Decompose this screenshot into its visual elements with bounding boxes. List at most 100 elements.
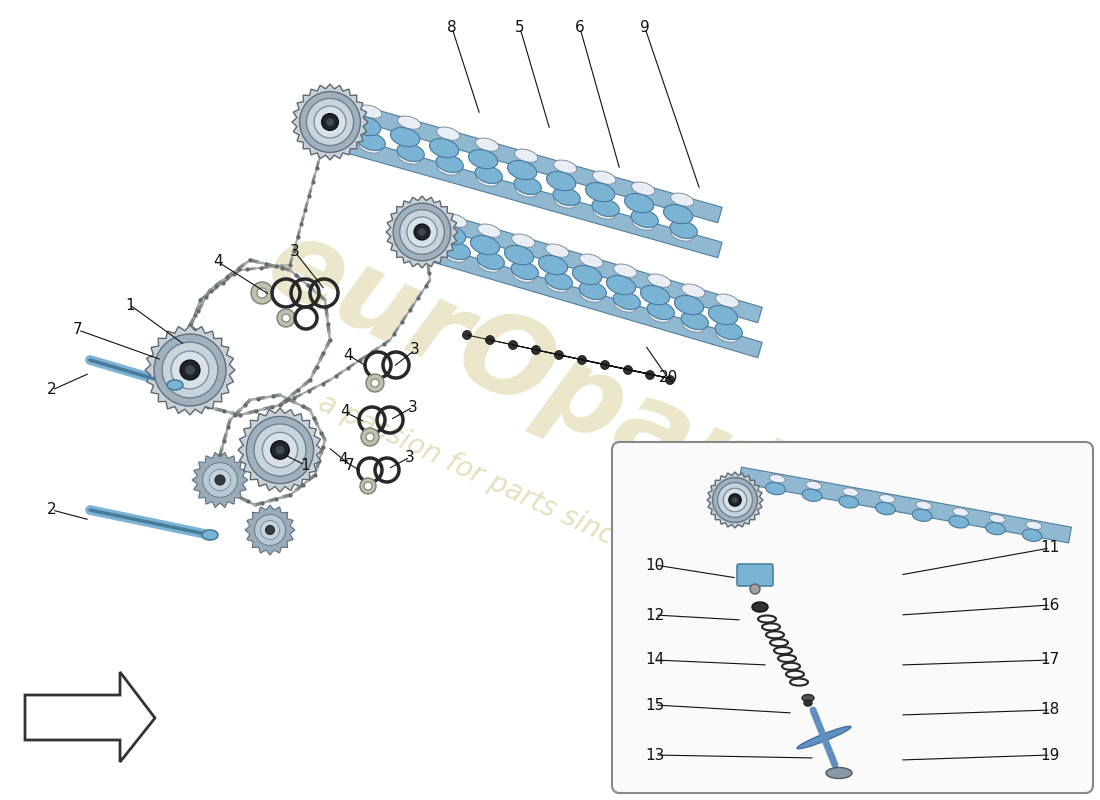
Ellipse shape xyxy=(631,210,658,227)
Circle shape xyxy=(462,330,472,339)
Text: 10: 10 xyxy=(646,558,664,573)
Ellipse shape xyxy=(547,171,575,190)
Circle shape xyxy=(371,379,380,387)
Ellipse shape xyxy=(475,138,499,151)
Ellipse shape xyxy=(546,244,569,258)
Circle shape xyxy=(624,366,632,374)
Circle shape xyxy=(361,428,379,446)
Text: 3: 3 xyxy=(290,245,300,259)
Circle shape xyxy=(531,346,540,354)
Polygon shape xyxy=(245,505,295,555)
Ellipse shape xyxy=(631,182,654,195)
Ellipse shape xyxy=(716,294,739,307)
Circle shape xyxy=(666,375,674,385)
Polygon shape xyxy=(707,472,763,528)
Ellipse shape xyxy=(682,320,704,332)
Ellipse shape xyxy=(397,144,425,162)
Circle shape xyxy=(254,514,286,546)
Text: 7: 7 xyxy=(345,458,355,473)
Ellipse shape xyxy=(167,380,183,390)
Circle shape xyxy=(485,335,495,345)
Polygon shape xyxy=(328,132,723,258)
Ellipse shape xyxy=(715,322,742,339)
Circle shape xyxy=(257,288,267,298)
Circle shape xyxy=(172,351,209,389)
Ellipse shape xyxy=(475,166,503,183)
Circle shape xyxy=(364,482,372,490)
Polygon shape xyxy=(145,325,235,415)
Circle shape xyxy=(554,350,563,359)
Ellipse shape xyxy=(802,694,814,702)
Ellipse shape xyxy=(478,260,500,272)
Ellipse shape xyxy=(437,226,465,245)
Ellipse shape xyxy=(879,494,895,503)
Polygon shape xyxy=(386,196,458,268)
Ellipse shape xyxy=(514,177,541,194)
Circle shape xyxy=(723,488,747,512)
Circle shape xyxy=(729,494,741,506)
Text: 4: 4 xyxy=(343,347,353,362)
Ellipse shape xyxy=(437,127,460,140)
Text: 13: 13 xyxy=(646,747,664,762)
Ellipse shape xyxy=(1022,529,1042,542)
Circle shape xyxy=(601,361,609,370)
Circle shape xyxy=(209,470,231,490)
Ellipse shape xyxy=(398,152,420,164)
Ellipse shape xyxy=(572,266,602,285)
Text: 19: 19 xyxy=(1041,747,1059,762)
Polygon shape xyxy=(238,408,322,492)
Ellipse shape xyxy=(512,262,538,279)
Ellipse shape xyxy=(507,161,537,180)
Circle shape xyxy=(254,424,306,476)
Ellipse shape xyxy=(614,300,636,312)
Polygon shape xyxy=(418,242,762,358)
Text: 18: 18 xyxy=(1041,702,1059,718)
Text: 2: 2 xyxy=(47,502,57,518)
Ellipse shape xyxy=(554,196,576,208)
Ellipse shape xyxy=(806,481,822,490)
Text: 3: 3 xyxy=(410,342,420,358)
Ellipse shape xyxy=(579,282,606,299)
Ellipse shape xyxy=(989,514,1005,523)
Ellipse shape xyxy=(625,194,653,213)
Text: 4: 4 xyxy=(338,453,348,467)
Circle shape xyxy=(713,478,758,522)
Ellipse shape xyxy=(648,310,670,322)
Circle shape xyxy=(277,309,295,327)
Ellipse shape xyxy=(953,508,968,516)
Ellipse shape xyxy=(390,127,420,146)
Ellipse shape xyxy=(505,246,534,265)
Ellipse shape xyxy=(581,290,602,302)
Text: 1: 1 xyxy=(300,458,310,473)
Circle shape xyxy=(750,584,760,594)
Ellipse shape xyxy=(681,312,708,330)
Ellipse shape xyxy=(613,292,640,310)
Ellipse shape xyxy=(766,482,785,494)
Ellipse shape xyxy=(663,205,693,224)
Circle shape xyxy=(299,91,361,152)
Ellipse shape xyxy=(802,489,822,502)
Ellipse shape xyxy=(438,162,459,175)
Text: 3: 3 xyxy=(405,450,415,465)
Text: 9: 9 xyxy=(640,21,650,35)
Ellipse shape xyxy=(671,229,693,241)
Text: 11: 11 xyxy=(1041,541,1059,555)
Ellipse shape xyxy=(538,255,568,274)
Ellipse shape xyxy=(397,116,421,130)
Text: 8: 8 xyxy=(448,21,456,35)
Ellipse shape xyxy=(359,105,382,118)
Text: 1: 1 xyxy=(125,298,135,313)
Ellipse shape xyxy=(708,306,738,325)
Circle shape xyxy=(508,341,517,350)
Polygon shape xyxy=(192,453,248,507)
Text: 20: 20 xyxy=(659,370,678,386)
Circle shape xyxy=(399,210,444,254)
Text: eurOparts: eurOparts xyxy=(251,208,869,572)
Ellipse shape xyxy=(546,272,572,290)
Ellipse shape xyxy=(436,154,463,173)
Ellipse shape xyxy=(876,502,895,514)
Circle shape xyxy=(251,282,273,304)
Ellipse shape xyxy=(476,174,498,186)
Ellipse shape xyxy=(614,264,637,278)
Circle shape xyxy=(321,114,339,130)
